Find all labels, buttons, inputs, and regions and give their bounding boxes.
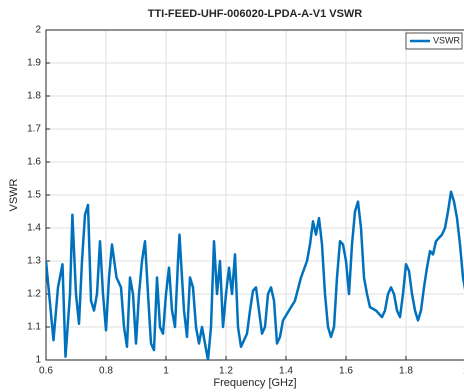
y-tick-label: 1.9 — [27, 58, 41, 69]
x-tick-label: 1.6 — [339, 366, 353, 377]
y-tick-label: 1.5 — [27, 190, 41, 201]
axes-box — [45, 29, 464, 361]
y-tick-label: 1.6 — [27, 157, 41, 168]
y-axis-label: VSWR — [8, 178, 20, 211]
x-tick-label: 0.8 — [99, 366, 113, 377]
legend-box — [405, 32, 463, 50]
y-tick-label: 1.2 — [27, 289, 41, 300]
y-tick-label: 1.8 — [27, 91, 41, 102]
y-tick-label: 1.1 — [27, 322, 41, 333]
y-tick-label: 1.4 — [27, 223, 41, 234]
y-tick-label: 1 — [35, 355, 41, 366]
data-line — [46, 190, 464, 360]
x-tick-label: 1.4 — [279, 366, 293, 377]
x-tick-label: 1.2 — [219, 366, 233, 377]
x-axis-label: Frequency [GHz] — [213, 377, 296, 389]
y-tick-label: 1.7 — [27, 124, 41, 135]
x-tick-label: 1 — [163, 366, 169, 377]
x-tick-label: 0.6 — [39, 366, 53, 377]
y-tick-label: 1.3 — [27, 256, 41, 267]
legend-label: VSWR — [433, 35, 461, 45]
y-tick-label: 2 — [35, 25, 41, 36]
x-tick-label: 1.8 — [399, 366, 413, 377]
chart-title: TTI-FEED-UHF-006020-LPDA-A-V1 VSWR — [148, 8, 363, 20]
